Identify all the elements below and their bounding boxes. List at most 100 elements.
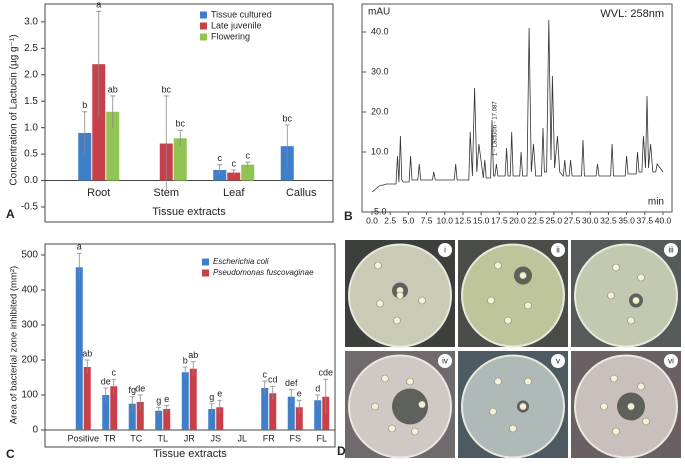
x-tick-label: 17.5	[491, 215, 508, 225]
error-bar	[315, 394, 321, 406]
x-tick-label: 27.5	[564, 215, 581, 225]
x-tick-label: JL	[237, 433, 247, 443]
x-tick-label: 30.0	[582, 215, 599, 225]
x-tick-label: 20.0	[509, 215, 526, 225]
antibiotic-disc	[418, 296, 426, 305]
y-tick-label: -0.5	[21, 202, 39, 213]
plot-frame	[44, 3, 334, 223]
error-bar	[284, 124, 290, 168]
x-tick-label: TC	[130, 433, 142, 443]
x-tick-label: 5.0	[402, 215, 414, 225]
antibiotic-disc	[632, 296, 640, 305]
antibiotic-disc	[411, 427, 419, 436]
y-tick-label: 10.0	[371, 146, 389, 156]
plate-label: v	[556, 357, 560, 366]
legend-label: Flowering	[211, 31, 250, 41]
x-tick-label: FR	[263, 433, 275, 443]
x-tick-label: 7.5	[421, 215, 433, 225]
antibiotic-disc	[600, 402, 608, 411]
bar	[173, 138, 187, 181]
x-tick-label: Positive	[67, 433, 99, 443]
error-bar	[129, 396, 135, 411]
bar	[181, 372, 189, 430]
plate-label: iii	[668, 246, 674, 255]
chromatogram-line	[371, 19, 664, 193]
error-bar	[96, 10, 102, 118]
legend-swatch	[202, 258, 209, 266]
legend-swatch	[202, 269, 209, 277]
significance-label: fg	[128, 385, 136, 395]
antibiotic-disc	[627, 402, 635, 411]
x-tick-label: Leaf	[223, 187, 245, 199]
significance-label: cd	[268, 375, 278, 385]
bar	[136, 402, 144, 430]
panel-label: A	[6, 207, 15, 221]
antibiotic-disc	[396, 291, 404, 300]
error-bar	[209, 403, 215, 415]
x-tick-label: Stem	[153, 187, 179, 199]
error-bar	[288, 389, 294, 404]
legend-swatch	[200, 22, 207, 30]
antibiotic-disc	[393, 316, 401, 325]
error-bar	[190, 361, 196, 376]
bar	[189, 368, 197, 430]
x-tick-label: 12.5	[455, 215, 472, 225]
error-bar	[137, 394, 143, 409]
error-bar	[231, 169, 237, 176]
plate-label-badge	[664, 243, 678, 257]
antibiotic-disc	[406, 377, 414, 386]
inhibition-zone	[392, 388, 428, 425]
significance-label: bc	[282, 113, 292, 123]
plate-label-badge	[664, 354, 678, 368]
legend-label: Pseudomonas fuscovaginae	[213, 268, 314, 277]
antibiotic-disc	[494, 261, 502, 270]
x-axis-title: min	[648, 197, 664, 208]
y-axis-title: Area of bacterial zone inhibited (mm²)	[9, 266, 20, 424]
x-tick-label: Root	[87, 187, 110, 199]
bar	[102, 395, 110, 430]
bar	[83, 367, 91, 430]
x-tick-label: 2.5	[384, 215, 396, 225]
antibiotic-disc	[504, 316, 512, 325]
error-bar	[82, 111, 88, 155]
significance-label: bc	[175, 119, 185, 129]
antibiotic-disc	[487, 296, 495, 305]
bar	[314, 400, 322, 430]
x-tick-label: Callus	[286, 187, 317, 199]
bar	[92, 64, 106, 181]
error-bar	[245, 161, 251, 168]
y-tick-label: 1.5	[24, 96, 38, 107]
y-tick-label: 400	[21, 285, 38, 296]
y-tick-label: -5.0	[371, 206, 387, 216]
panel-label: D	[337, 444, 346, 458]
y-tick-label: 500	[21, 250, 38, 261]
error-bar	[323, 378, 329, 415]
bar	[269, 393, 277, 430]
antibiotic-disc	[371, 402, 379, 411]
error-bar	[111, 378, 117, 394]
significance-label: b	[183, 355, 188, 365]
plate-label: ii	[556, 246, 560, 255]
error-bar	[177, 129, 183, 147]
antibiotic-disc	[524, 301, 532, 310]
bar	[155, 410, 163, 430]
significance-label: a	[96, 0, 101, 10]
y-tick-label: 2.0	[24, 69, 38, 80]
significance-label: e	[297, 389, 302, 399]
x-tick-label: 32.5	[600, 215, 617, 225]
bar	[128, 403, 136, 430]
significance-label: g	[209, 392, 214, 402]
bar	[216, 407, 224, 430]
bar	[208, 409, 216, 430]
plot-frame	[361, 3, 673, 213]
x-tick-label: JS	[210, 433, 221, 443]
error-bar	[217, 399, 223, 415]
antibiotic-disc	[509, 424, 517, 433]
legend-label: Tissue cultured	[211, 9, 272, 19]
significance-label: a	[77, 242, 82, 252]
significance-label: c	[112, 368, 117, 378]
plate-label-badge	[438, 243, 452, 257]
antibiotic-disc	[381, 374, 389, 383]
